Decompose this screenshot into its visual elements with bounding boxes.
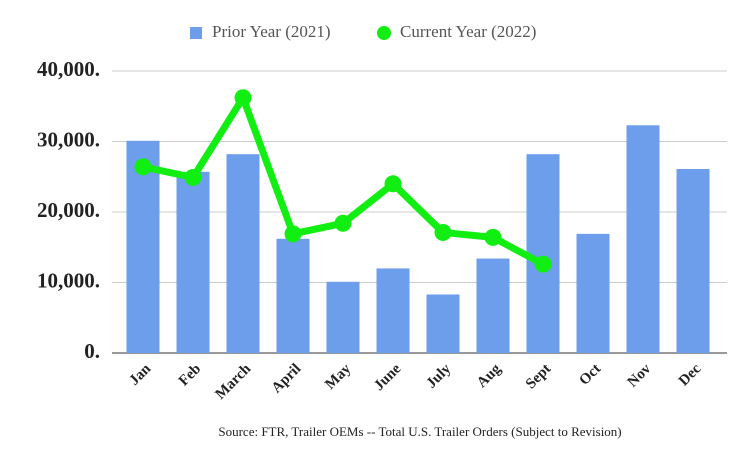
- x-tick-label: July: [423, 361, 454, 392]
- y-tick-label: 20,000.: [37, 198, 100, 222]
- bar: [226, 154, 260, 353]
- x-tick-label: Feb: [176, 361, 204, 389]
- point: [384, 175, 402, 193]
- bar: [426, 294, 460, 353]
- point: [134, 158, 152, 176]
- point: [434, 223, 452, 241]
- source-note: Source: FTR, Trailer OEMs -- Total U.S. …: [218, 424, 621, 439]
- bar: [126, 140, 160, 353]
- bar: [376, 268, 410, 353]
- y-tick-label: 40,000.: [37, 57, 100, 81]
- point: [184, 168, 202, 186]
- x-tick-label: May: [322, 361, 354, 393]
- legend-swatch: [377, 26, 391, 40]
- x-tick-label: Nov: [625, 361, 655, 391]
- point: [284, 225, 302, 243]
- bar: [476, 258, 510, 353]
- point: [234, 89, 252, 107]
- bar: [576, 233, 610, 353]
- x-tick-label: Aug: [474, 361, 505, 392]
- bar: [276, 238, 310, 353]
- point: [334, 214, 352, 232]
- x-tick-label: Sept: [523, 361, 554, 392]
- x-tick-label: June: [371, 361, 404, 394]
- bar: [676, 168, 710, 353]
- y-tick-label: 10,000.: [37, 268, 100, 292]
- legend-label: Prior Year (2021): [212, 22, 331, 41]
- x-tick-label: Oct: [576, 361, 604, 389]
- x-tick-label: April: [269, 361, 304, 396]
- bar: [176, 171, 210, 353]
- y-tick-label: 0.: [84, 339, 100, 363]
- bar: [526, 154, 560, 353]
- point: [484, 228, 502, 246]
- legend-swatch: [190, 27, 202, 39]
- bar: [626, 125, 660, 353]
- bar: [326, 281, 360, 353]
- x-tick-label: Jan: [126, 360, 154, 388]
- y-tick-label: 30,000.: [37, 127, 100, 151]
- legend-label: Current Year (2022): [400, 22, 536, 41]
- x-tick-label: March: [213, 360, 255, 402]
- point: [534, 255, 552, 273]
- x-tick-label: Dec: [676, 361, 705, 390]
